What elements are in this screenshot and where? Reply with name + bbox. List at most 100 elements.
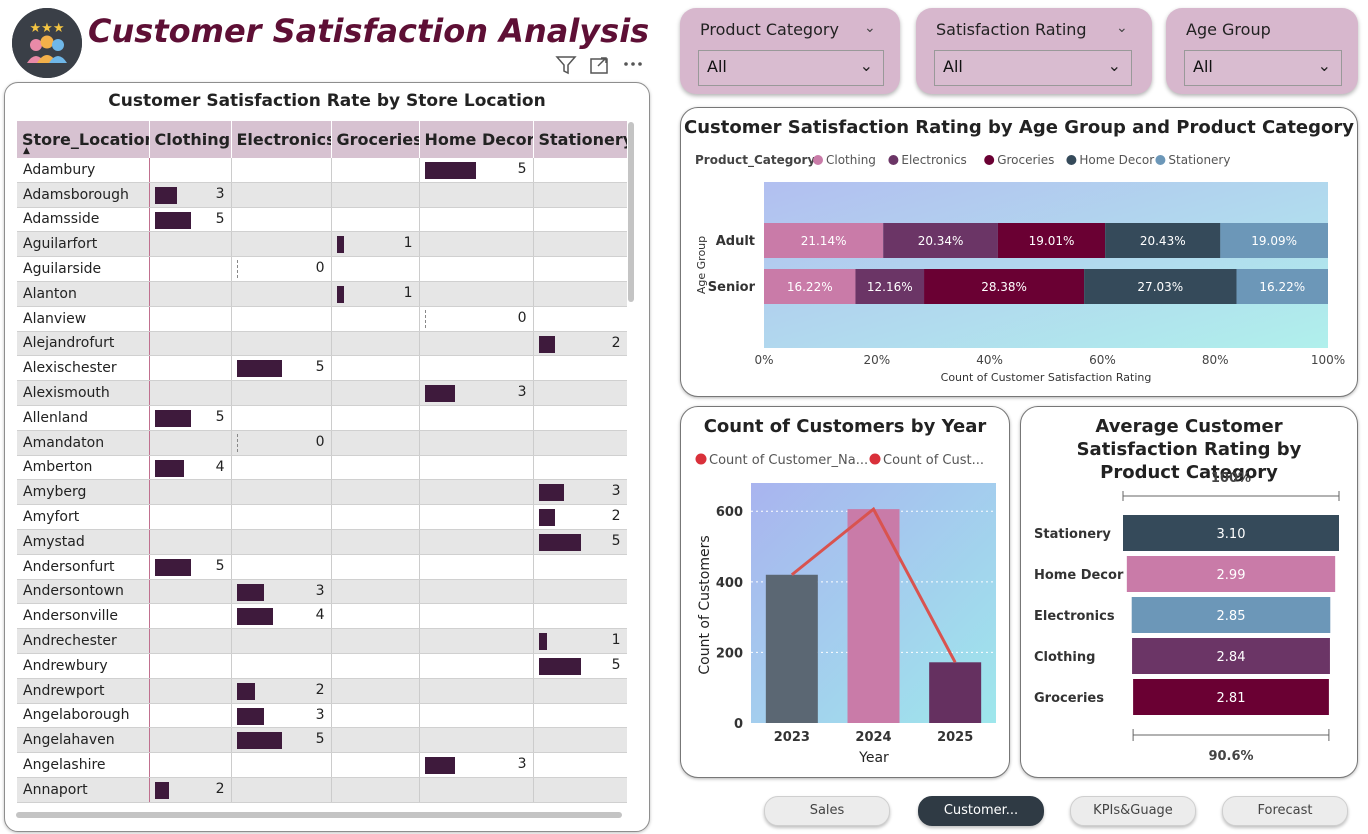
table-row[interactable]: Angelaborough 3: [17, 703, 627, 729]
rating-cell: 5: [533, 653, 627, 679]
nav-forecast-button[interactable]: Forecast: [1222, 796, 1348, 826]
rating-cell: 5: [149, 207, 232, 233]
stacked-bar-segment[interactable]: [855, 269, 925, 304]
stacked-bar-segment[interactable]: [1105, 223, 1221, 258]
trend-line[interactable]: [790, 506, 957, 663]
column-header-clothing[interactable]: Clothing: [149, 121, 232, 158]
rating-cell: [331, 703, 420, 729]
stacked-bar-segment[interactable]: [764, 223, 884, 258]
stacked-bar-segment[interactable]: [1236, 269, 1328, 304]
sort-ascending-icon[interactable]: ▲: [23, 146, 30, 156]
category-bar[interactable]: [1123, 515, 1339, 551]
slicer-dropdown[interactable]: All ⌄: [1184, 50, 1342, 86]
category-bar[interactable]: [1131, 597, 1331, 633]
column-header-home-decor[interactable]: Home Decor: [419, 121, 534, 158]
stacked-bar-segment[interactable]: [924, 269, 1085, 304]
legend-item[interactable]: Count of Cust...: [869, 453, 985, 468]
table-row[interactable]: Amyberg 3: [17, 479, 627, 506]
column-header-store-location[interactable]: Store_Location ▲: [17, 121, 150, 158]
horizontal-scrollbar[interactable]: [16, 812, 622, 818]
nav-sales-button[interactable]: Sales: [764, 796, 890, 826]
legend-item[interactable]: Groceries: [984, 153, 1054, 167]
chevron-down-icon[interactable]: ⌄: [1116, 20, 1128, 36]
category-bar[interactable]: [1126, 556, 1336, 592]
focus-mode-icon[interactable]: [590, 57, 608, 74]
table-row[interactable]: Alanview 0: [17, 306, 627, 332]
table-row[interactable]: Aguilarside 0: [17, 256, 627, 282]
store-location-cell: Alanview: [17, 306, 150, 332]
table-row[interactable]: Alexismouth 3: [17, 380, 627, 406]
slicer-product-category[interactable]: Product Category ⌄ All ⌄: [680, 8, 900, 94]
rating-cell: [331, 455, 420, 481]
rating-cell: [533, 727, 627, 754]
legend-item[interactable]: Count of Customer_Na...: [695, 453, 869, 468]
rating-cell: 5: [533, 529, 627, 555]
rating-cell: [331, 579, 420, 605]
nav-customer-button[interactable]: Customer...: [918, 796, 1044, 826]
rating-value: 3: [517, 384, 527, 401]
column-header-stationery[interactable]: Stationery: [533, 121, 627, 158]
store-location-cell: Andrechester: [17, 628, 150, 654]
year-bar[interactable]: [765, 574, 818, 723]
table-row[interactable]: Amyfort 2: [17, 504, 627, 530]
rating-cell: [533, 752, 627, 778]
year-bar[interactable]: [929, 662, 982, 723]
category-bar[interactable]: [1133, 679, 1329, 715]
rating-cell: [419, 554, 534, 580]
table-row[interactable]: Adamsside 5: [17, 207, 627, 233]
rating-cell: 3: [149, 182, 232, 208]
category-bar[interactable]: [1132, 638, 1330, 674]
table-row[interactable]: Adambury 5: [17, 158, 627, 183]
table-row[interactable]: Andersonfurt 5: [17, 554, 627, 580]
column-header-electronics[interactable]: Electronics: [231, 121, 332, 158]
stacked-bar-segment[interactable]: [883, 223, 998, 258]
chevron-down-icon[interactable]: ⌄: [864, 20, 876, 36]
nav-kpis-button[interactable]: KPIs&Guage: [1070, 796, 1196, 826]
slicer-satisfaction-rating[interactable]: Satisfaction Rating ⌄ All ⌄: [916, 8, 1152, 94]
table-row[interactable]: Alejandrofurt 2: [17, 331, 627, 357]
table-row[interactable]: Allenland 5: [17, 405, 627, 431]
x-tick-label: 80%: [1202, 353, 1229, 367]
legend-item[interactable]: Clothing: [813, 153, 876, 167]
table-row[interactable]: Amystad 5: [17, 529, 627, 555]
stacked-bar-segment[interactable]: [1084, 269, 1237, 304]
data-bar: [538, 633, 547, 651]
slicer-age-group[interactable]: Age Group All ⌄: [1166, 8, 1358, 94]
table-row[interactable]: Angelahaven 5: [17, 727, 627, 754]
rating-value: 5: [517, 161, 527, 177]
filter-icon[interactable]: [555, 56, 577, 75]
more-options-icon[interactable]: [624, 62, 642, 66]
table-row[interactable]: Amberton 4: [17, 455, 627, 481]
table-row[interactable]: Alexischester 5: [17, 355, 627, 382]
rating-value: 5: [215, 557, 225, 574]
legend-item[interactable]: Electronics: [888, 153, 967, 167]
store-location-cell: Alanton: [17, 281, 150, 307]
table-row[interactable]: Angelashire 3: [17, 752, 627, 778]
rating-cell: [419, 207, 534, 233]
table-row[interactable]: Amandaton 0: [17, 430, 627, 456]
slicer-dropdown[interactable]: All ⌄: [934, 50, 1132, 86]
table-row[interactable]: Alanton 1: [17, 281, 627, 307]
table-row[interactable]: Annaport 2: [17, 777, 627, 803]
table-row[interactable]: Andersontown 3: [17, 579, 627, 605]
store-location-cell: Andersontown: [17, 579, 150, 605]
stacked-bar-segment[interactable]: [764, 269, 856, 304]
stacked-bar-segment[interactable]: [1220, 223, 1328, 258]
legend-item[interactable]: Home Decor: [1066, 153, 1154, 167]
rating-cell: [533, 678, 627, 704]
stacked-bar-segment[interactable]: [997, 223, 1106, 258]
avg-rating-by-category-chart: 100% 3.10 Stationery 2.99 Home Decor 2.85 Elec…: [1034, 471, 1340, 764]
rating-cell: 0: [231, 430, 332, 456]
slicer-dropdown[interactable]: All ⌄: [698, 50, 884, 86]
column-header-groceries[interactable]: Groceries: [331, 121, 420, 158]
rating-cell: [331, 727, 420, 754]
table-row[interactable]: Andrewbury 5: [17, 653, 627, 679]
rating-value: 2: [611, 508, 621, 525]
table-row[interactable]: Andrewport 2: [17, 678, 627, 704]
table-row[interactable]: Adamsborough 3: [17, 182, 627, 208]
table-row[interactable]: Aguilarfort 1: [17, 231, 627, 258]
legend-item[interactable]: Stationery: [1155, 153, 1230, 167]
table-row[interactable]: Andrechester 1: [17, 628, 627, 654]
vertical-scrollbar[interactable]: [628, 122, 634, 302]
table-row[interactable]: Andersonville 4: [17, 603, 627, 630]
